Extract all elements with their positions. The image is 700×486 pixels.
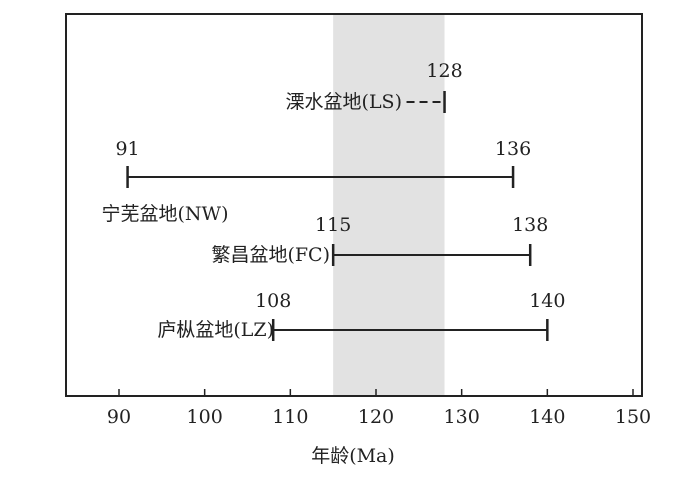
highlight-band	[333, 15, 445, 395]
range-start-label: 115	[315, 214, 351, 236]
x-tick-label: 100	[187, 406, 223, 428]
age-ranges: 128 溧水盆地(LS) 91 136 宁芜盆地(NW) 115 138 繁昌盆地(FC) 10…	[102, 60, 565, 341]
range-end-label: 136	[495, 138, 531, 160]
range-0: 128 溧水盆地(LS)	[286, 60, 463, 113]
x-axis-title: 年龄(Ma)	[311, 445, 395, 467]
x-tick-label: 90	[107, 406, 131, 428]
basin-label: 庐枞盆地(LZ)	[157, 319, 274, 341]
range-end-label: 138	[512, 214, 548, 236]
range-end-label: 140	[529, 290, 565, 312]
range-3: 108 140 庐枞盆地(LZ)	[157, 290, 565, 341]
basin-label: 繁昌盆地(FC)	[211, 244, 330, 266]
x-tick-label: 150	[615, 406, 651, 428]
plot-frame	[65, 13, 643, 397]
basin-label: 溧水盆地(LS)	[286, 91, 402, 113]
range-start-label: 108	[255, 290, 291, 312]
basin-label: 宁芜盆地(NW)	[102, 203, 229, 225]
x-tick-label: 130	[444, 406, 480, 428]
range-start-label: 91	[115, 138, 139, 160]
range-end-label: 128	[426, 60, 462, 82]
range-2: 115 138 繁昌盆地(FC)	[211, 214, 548, 266]
range-1: 91 136 宁芜盆地(NW)	[102, 138, 532, 225]
x-axis-ticks: 90 100 110 120 130 140 150	[107, 389, 651, 428]
x-tick-label: 140	[529, 406, 565, 428]
x-tick-label: 110	[272, 406, 308, 428]
x-tick-label: 120	[358, 406, 394, 428]
